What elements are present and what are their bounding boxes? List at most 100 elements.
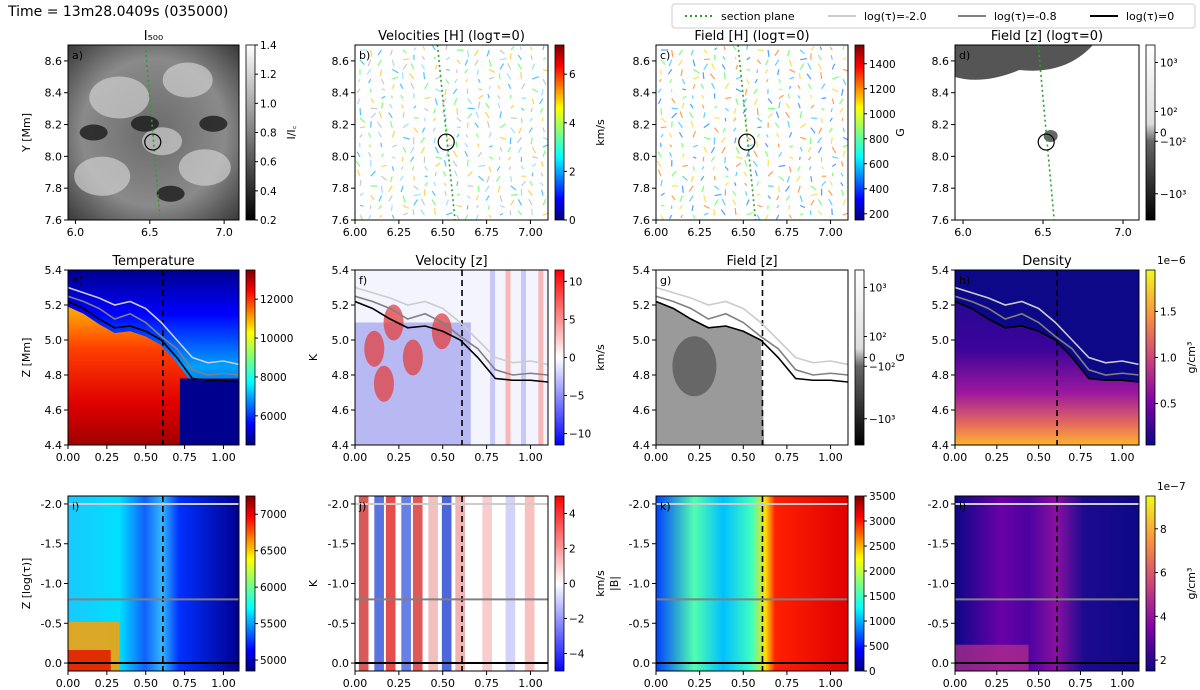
quiver-arrow [474, 122, 479, 128]
x-tick-label: 6.5 [1034, 226, 1052, 239]
y-tick-label: -1.0 [629, 578, 650, 591]
quiver-arrow [774, 49, 780, 57]
quiver-arrow [735, 64, 739, 70]
quiver-arrow [521, 97, 527, 100]
quiver-arrow [520, 117, 523, 124]
x-tick-label: 6.75 [474, 226, 499, 239]
colorbar-tick-label: 8 [1160, 524, 1167, 536]
colorbar-tick-label: 2 [1160, 655, 1167, 667]
y-tick-label: -2.0 [629, 498, 650, 511]
quiver-arrow [828, 198, 833, 206]
colorbar-label: G [894, 353, 907, 362]
velocity-stripe [505, 270, 511, 445]
quiver-arrow [679, 195, 683, 202]
quiver-arrow [797, 185, 801, 193]
y-tick-label: 7.8 [332, 182, 350, 195]
quiver-arrow [517, 199, 523, 206]
quiver-arrow [842, 212, 848, 216]
y-tick-label: 7.6 [45, 214, 63, 227]
y-tick-label: 5.0 [932, 334, 950, 347]
quiver-arrow [531, 172, 534, 177]
quiver-arrow [542, 45, 545, 51]
quiver-arrow [841, 88, 844, 96]
quiver-arrow [821, 97, 827, 100]
quiver-arrow [507, 156, 512, 161]
quiver-arrow [379, 214, 383, 219]
quiver-arrow [486, 49, 490, 57]
quiver-arrow [441, 98, 447, 105]
quiver-arrow [467, 49, 470, 57]
quiver-arrow [767, 112, 773, 119]
x-tick-label: 0.50 [430, 677, 455, 690]
quiver-arrow [433, 137, 436, 144]
quiver-arrow [690, 49, 694, 56]
velocity-stripe [428, 496, 438, 671]
panel-title: Field [H] (logτ=0) [694, 29, 809, 44]
x-tick-label: 0.75 [775, 451, 800, 464]
quiver-arrow [832, 156, 839, 159]
quiver-arrow [359, 204, 364, 207]
quiver-arrow [542, 212, 548, 216]
tau-curve [955, 286, 1139, 366]
quiver-arrow [831, 172, 834, 177]
quiver-arrow [660, 133, 664, 138]
quiver-arrow [735, 98, 739, 106]
panel-title: Density [1022, 254, 1072, 269]
y-tick-label: 5.2 [45, 299, 63, 312]
x-tick-label: 0.00 [56, 677, 81, 690]
colorbar-label: km/s [594, 344, 607, 371]
section-plane-line [436, 45, 456, 220]
quiver-arrow [467, 195, 471, 200]
tau-curve [355, 295, 548, 376]
colorbar-tick-label: 3500 [869, 491, 896, 503]
plot-area [955, 496, 1139, 671]
quiver-arrow [681, 153, 685, 158]
quiver-arrow [842, 68, 848, 72]
y-tick-label: 8.4 [932, 87, 950, 100]
quiver-arrow [510, 199, 515, 206]
colorbar-tick-label: 10 [569, 276, 582, 288]
colorbar-tick-label: 800 [869, 134, 889, 146]
x-tick-label: 7.0 [1114, 226, 1132, 239]
intergranular-lane [130, 115, 159, 132]
quiver-arrow [785, 185, 790, 192]
quiver-arrow [692, 84, 696, 90]
y-tick-label: 8.0 [332, 150, 350, 163]
quiver-arrow [432, 127, 436, 132]
quiver-arrow [667, 69, 673, 75]
quiver-arrow [787, 121, 791, 128]
quiver-arrow [660, 59, 666, 66]
quiver-arrow [721, 198, 726, 206]
quiver-arrow [688, 185, 694, 192]
quiver-arrow [477, 185, 480, 193]
quiver-arrow [832, 76, 840, 80]
y-axis-label: K [307, 579, 320, 587]
quiver-arrow [400, 166, 404, 170]
quiver-arrow [692, 166, 696, 171]
quiver-arrow [529, 46, 533, 51]
legend-label: log(τ)=-2.0 [864, 10, 927, 23]
colorbar-label: G [894, 128, 907, 137]
intergranular-lane [199, 115, 228, 132]
quiver-arrow [692, 76, 700, 80]
colorbar-tick-label: −10² [869, 361, 895, 373]
quiver-arrow [389, 103, 393, 109]
colorbar-tick-label: −4 [569, 649, 585, 661]
velocity-stripe [490, 270, 496, 445]
colorbar-tick-label: 1.2 [260, 69, 277, 81]
quiver-arrow [528, 127, 533, 133]
y-tick-label: 5.2 [932, 299, 950, 312]
quiver-arrow [421, 64, 426, 70]
colorbar-tick-label: 6500 [260, 546, 287, 558]
colorbar-tick-label: 1000 [869, 616, 896, 628]
colorbar-tick-label: 2 [569, 166, 576, 178]
quiver-arrow [528, 198, 533, 206]
quiver-arrow [785, 111, 790, 119]
velocity-stripe [441, 496, 452, 671]
quiver-arrow [746, 211, 754, 216]
quiver-arrow [411, 166, 415, 171]
colorbar-tick-label: 0.8 [260, 128, 277, 140]
quiver-arrow [732, 45, 737, 51]
quiver-arrow [657, 169, 662, 177]
panel-label: k) [660, 500, 671, 513]
